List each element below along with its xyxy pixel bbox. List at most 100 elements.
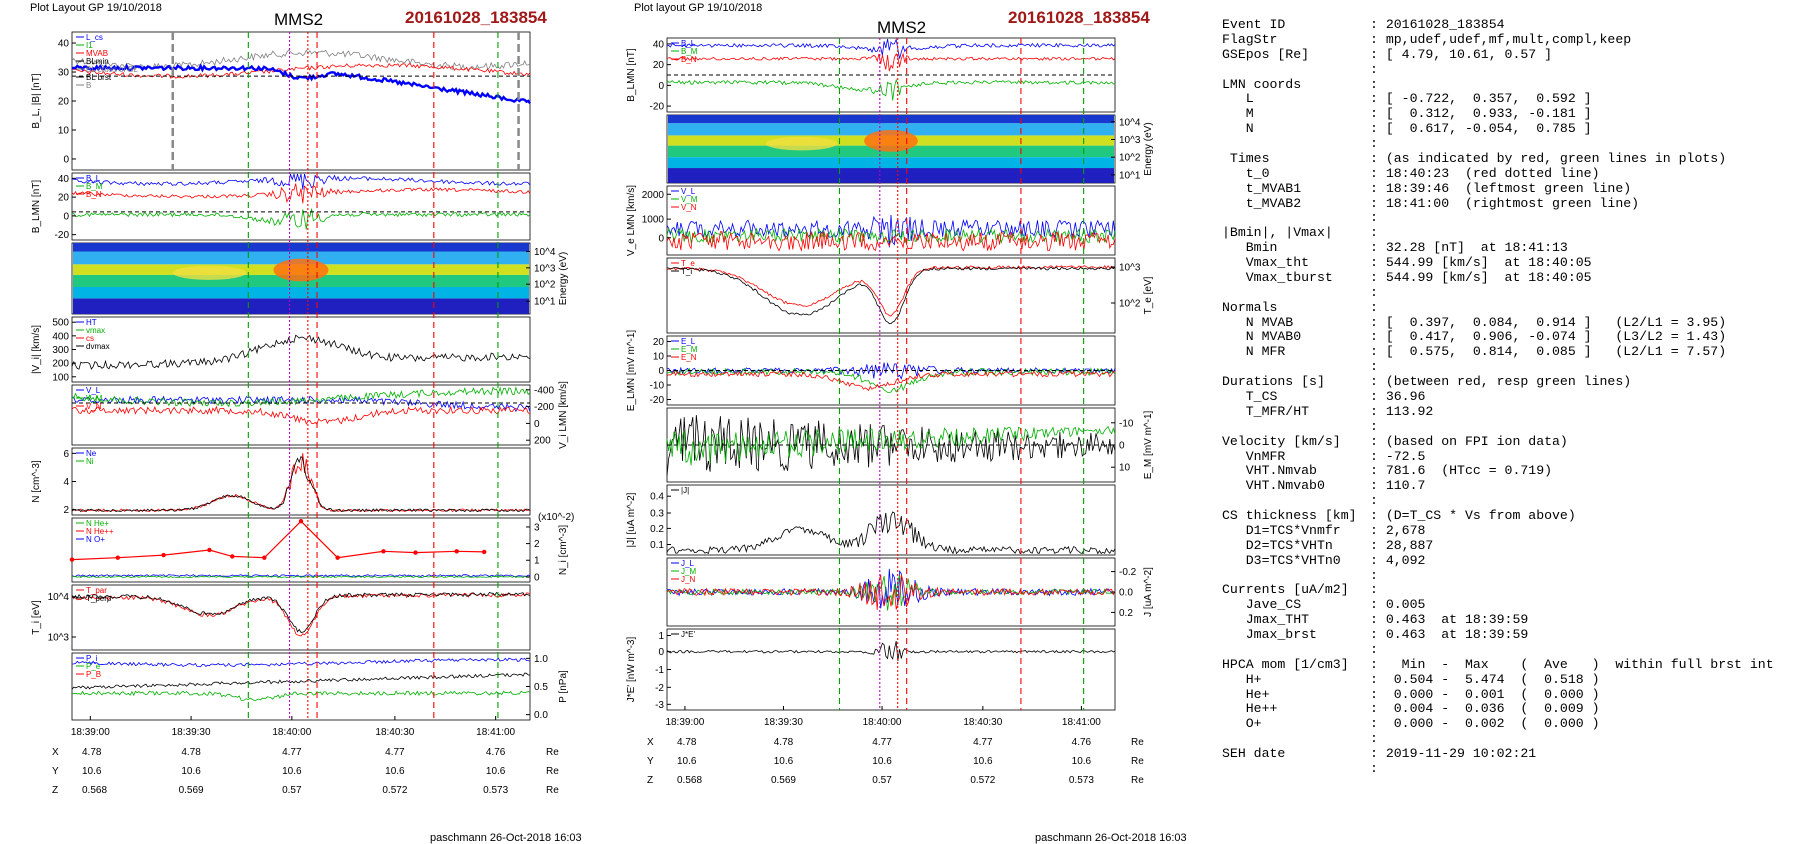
info-value: : 781.6 (HTcc = 0.719) xyxy=(1370,463,1553,479)
series-line xyxy=(666,425,1116,466)
y-tick-label: 0 xyxy=(658,647,664,658)
spectrogram-band xyxy=(668,157,1114,169)
x-tick-label: 18:40:00 xyxy=(272,727,311,738)
position-row-label: Z xyxy=(647,775,653,786)
x-tick-label: 18:39:00 xyxy=(665,717,704,728)
y-tick-label: -20 xyxy=(650,102,665,113)
y-tick-label: 0 xyxy=(1119,441,1125,452)
panel-frame xyxy=(71,316,531,383)
info-label: N MVAB xyxy=(1222,314,1294,330)
y-tick-label: 0 xyxy=(63,211,69,222)
y-tick-label: 0 xyxy=(534,572,540,583)
y-axis-label: B_LMN [nT] xyxy=(626,48,637,102)
data-point xyxy=(381,549,386,554)
legend-label: vmax xyxy=(86,326,105,335)
info-value: : [ 0.617, -0.054, 0.785 ] xyxy=(1370,121,1592,137)
info-label: D2=TCS*VHTn xyxy=(1222,537,1333,553)
legend-label: J_M xyxy=(681,567,696,576)
y-tick-label: 200 xyxy=(534,436,551,447)
position-value: 0.572 xyxy=(970,775,995,786)
series-line xyxy=(666,574,1116,611)
position-value: 4.77 xyxy=(973,737,993,748)
legend-label: T_e xyxy=(681,259,695,268)
y-tick-label: 10 xyxy=(58,125,70,136)
info-label: N MFR xyxy=(1222,344,1286,360)
y-axis-label: B_L, |B| [nT] xyxy=(31,73,42,128)
legend-label: T_i xyxy=(681,267,692,276)
y-tick-label: 10^1 xyxy=(1119,170,1141,181)
legend-label: B_M xyxy=(681,47,698,56)
legend-label: V_L xyxy=(86,386,101,395)
info-label: H+ xyxy=(1222,671,1262,687)
series-line xyxy=(71,386,531,408)
position-value: 0.572 xyxy=(382,785,407,796)
legend-label: B_M xyxy=(86,182,103,191)
legend-label: V_N xyxy=(86,402,102,411)
legend-label: V_L xyxy=(681,187,696,196)
position-unit: Re xyxy=(546,747,559,758)
info-value: : 36.96 xyxy=(1370,389,1426,404)
info-value: : xyxy=(1370,61,1378,77)
y-axis-label: N_i [cm^-3] xyxy=(558,525,569,575)
y-tick-label: 300 xyxy=(52,345,69,356)
info-label: Velocity [km/s] xyxy=(1222,433,1341,449)
position-unit: Re xyxy=(1131,775,1144,786)
series-line xyxy=(71,183,531,204)
x-tick-label: 18:41:00 xyxy=(1062,717,1101,728)
y-tick-label: 0 xyxy=(658,366,664,377)
info-value: : 0.504 - 5.474 ( 0.518 ) xyxy=(1370,671,1600,687)
y-tick-label: 0.3 xyxy=(650,509,664,520)
series-line xyxy=(71,690,531,702)
info-value: : xyxy=(1370,359,1378,375)
series-line xyxy=(666,641,1116,662)
info-value: : 18:41:00 (rightmost green line) xyxy=(1370,195,1640,211)
series-line xyxy=(71,453,531,513)
info-value: : -72.5 xyxy=(1370,448,1426,464)
series-line xyxy=(71,592,531,637)
position-value: 10.6 xyxy=(774,756,794,767)
legend-label: E_L xyxy=(681,337,696,346)
info-label: SEH date xyxy=(1222,746,1286,762)
info-value: : 18:39:46 (leftmost green line) xyxy=(1370,180,1632,196)
legend-label: L_cs xyxy=(86,33,103,42)
middle-event-title: 20161028_183854 xyxy=(1008,8,1150,27)
middle-layout-label: Plot layout GP 19/10/2018 xyxy=(634,2,763,14)
legend-label: B xyxy=(86,81,91,90)
legend-label: J_N xyxy=(681,575,695,584)
y-axis-label: T_i [eV] xyxy=(31,600,42,635)
x-tick-label: 18:40:30 xyxy=(963,717,1002,728)
legend-label: V_N xyxy=(681,203,697,212)
info-label: D1=TCS*Vnmfr xyxy=(1222,522,1341,538)
y-tick-label: 0.0 xyxy=(1119,588,1133,599)
y-tick-label: 0.5 xyxy=(534,682,548,693)
legend-label: B_N xyxy=(681,55,697,64)
info-value: : 0.004 - 0.036 ( 0.009 ) xyxy=(1370,701,1600,717)
left-spacecraft-title: MMS2 xyxy=(274,10,324,29)
y-axis-label: J*E' [nW m^-3] xyxy=(626,637,637,703)
y-tick-label: 10^3 xyxy=(1119,263,1141,274)
y-tick-label: 10 xyxy=(653,352,665,363)
position-value: 10.6 xyxy=(1072,756,1092,767)
y-tick-label: 0 xyxy=(658,81,664,92)
position-value: 4.76 xyxy=(1072,737,1092,748)
info-label: Normals xyxy=(1222,299,1278,315)
info-value: : (as indicated by red, green lines in p… xyxy=(1370,150,1727,166)
position-value: 4.78 xyxy=(181,747,201,758)
info-value: : xyxy=(1370,731,1378,747)
spectrogram-band xyxy=(73,298,529,314)
y-axis-label: B_LMN [nT] xyxy=(31,180,42,234)
series-line xyxy=(71,591,531,633)
position-row-label: Y xyxy=(52,766,59,777)
position-value: 0.57 xyxy=(282,785,302,796)
y-tick-label: 2000 xyxy=(642,190,665,201)
info-value: : (D=T_CS * Vs from above) xyxy=(1370,508,1576,524)
info-value: : [ 0.417, 0.906, -0.074 ] (L3/L2 = 1.43… xyxy=(1370,329,1727,345)
position-value: 4.78 xyxy=(82,747,102,758)
legend-label: N He+ xyxy=(86,519,109,528)
legend-label: E_M xyxy=(681,345,698,354)
y-tick-label: 100 xyxy=(52,372,69,383)
series-line xyxy=(71,672,531,690)
info-label: N xyxy=(1222,121,1254,137)
info-value: : 18:40:23 (red dotted line) xyxy=(1370,165,1600,181)
position-value: 4.77 xyxy=(872,737,892,748)
